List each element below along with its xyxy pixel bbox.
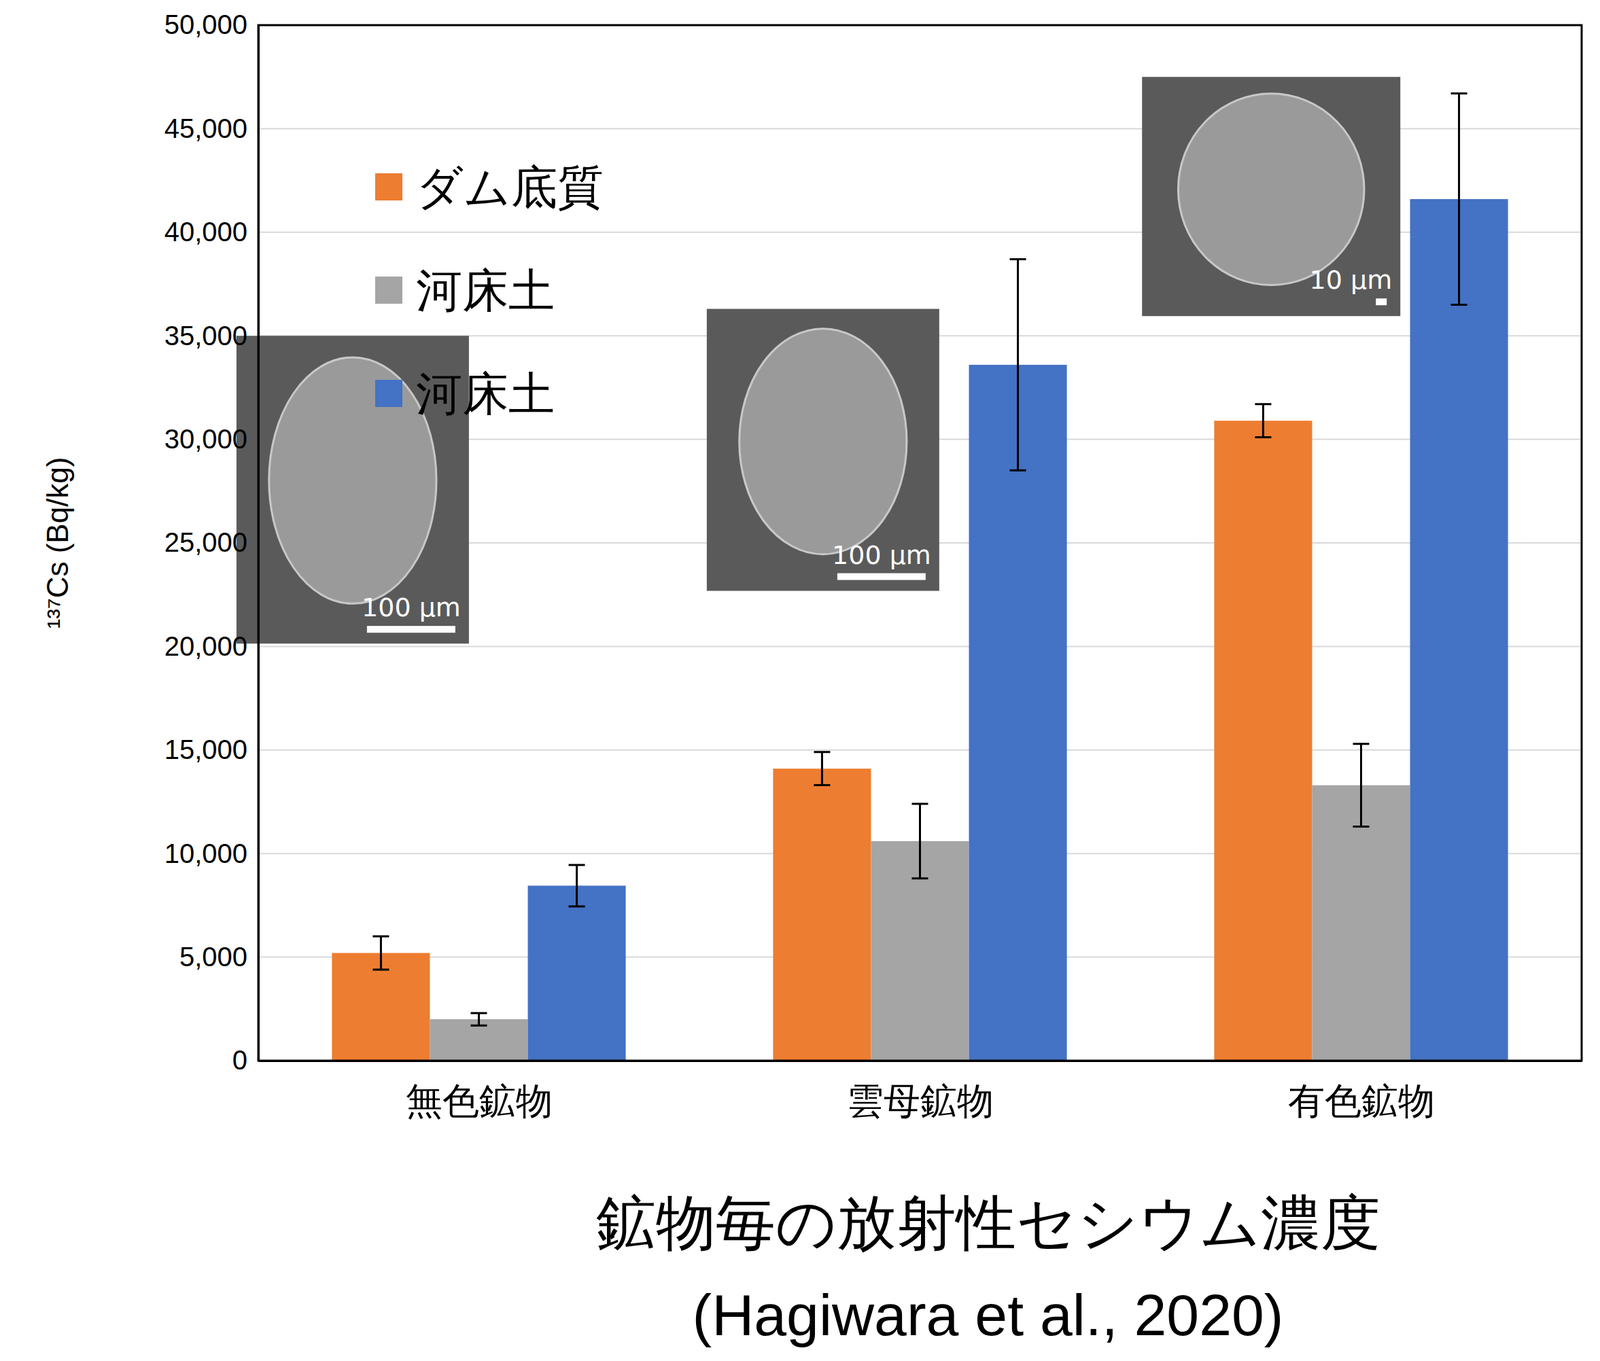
tick: 10,000 bbox=[164, 838, 259, 869]
legend-label: ダム底質 bbox=[415, 160, 604, 215]
subtitle: (Hagiwara et al., 2020) bbox=[692, 1282, 1284, 1348]
series bbox=[528, 93, 1509, 1062]
error-bar bbox=[813, 752, 830, 786]
scale-bar bbox=[837, 573, 926, 581]
tick: 雲母鉱物 bbox=[846, 1061, 994, 1122]
tick: 20,000 bbox=[164, 631, 259, 662]
tick-label: 30,000 bbox=[164, 424, 248, 455]
tick: 無色鉱物 bbox=[405, 1061, 553, 1122]
tick: 35,000 bbox=[164, 320, 259, 351]
series bbox=[331, 404, 1312, 1062]
chart: 100 μm 100 μm 10 μm 0 5,000 10,000 15,000 20,00… bbox=[0, 0, 1600, 1361]
error-line bbox=[1353, 744, 1370, 828]
title: 鉱物毎の放射性セシウム濃度 bbox=[596, 1188, 1381, 1259]
sem-grain bbox=[1177, 93, 1365, 286]
error-line bbox=[912, 804, 929, 879]
tick-label: 40,000 bbox=[164, 216, 248, 247]
tick-label: 0 bbox=[232, 1045, 248, 1076]
sem-photo bbox=[706, 309, 940, 592]
error-line bbox=[372, 936, 389, 970]
sem-grain bbox=[269, 357, 437, 604]
error-line bbox=[568, 865, 586, 907]
y-axis: 0 5,000 10,000 15,000 20,000 25,000 30,000 35,0… bbox=[164, 9, 259, 1076]
tick: 有色鉱物 bbox=[1288, 1061, 1435, 1122]
legend-swatch bbox=[375, 173, 403, 201]
tick-label: 5,000 bbox=[179, 942, 248, 972]
legend-item: 河床土 bbox=[375, 263, 555, 318]
tick: 50,000 bbox=[164, 9, 259, 40]
legend-item: ダム底質 bbox=[375, 160, 604, 215]
scale-label: 100 μm bbox=[831, 540, 932, 571]
tick: 5,000 bbox=[179, 942, 259, 972]
tick-label: 35,000 bbox=[164, 320, 248, 351]
tick: 30,000 bbox=[164, 424, 259, 455]
legend-label: 河床土 bbox=[415, 367, 555, 421]
grid-line bbox=[258, 1060, 1582, 1062]
tick: 15,000 bbox=[164, 734, 259, 765]
tick: 25,000 bbox=[164, 527, 259, 558]
series bbox=[429, 744, 1410, 1062]
error-line bbox=[1254, 404, 1272, 438]
scale-bar bbox=[367, 625, 456, 633]
error-bar bbox=[471, 1013, 488, 1026]
y-axis-title: ¹³⁷Cs (Bq/kg) bbox=[40, 456, 75, 629]
scale-label: 100 μm bbox=[361, 592, 461, 623]
error-bar bbox=[1451, 93, 1468, 306]
legend-label: 河床土 bbox=[415, 263, 555, 318]
category-label: 有色鉱物 bbox=[1288, 1080, 1435, 1122]
category-label: 無色鉱物 bbox=[405, 1080, 553, 1122]
bar bbox=[1410, 199, 1509, 1062]
tick-label: 20,000 bbox=[164, 631, 248, 662]
grid-line bbox=[258, 749, 1582, 752]
scale-bar bbox=[1375, 298, 1387, 306]
legend-swatch bbox=[375, 379, 403, 408]
error-bar bbox=[1010, 258, 1027, 471]
scale-label: 10 μm bbox=[1309, 265, 1393, 295]
plot bbox=[331, 93, 1508, 1062]
error-line bbox=[1010, 258, 1027, 471]
error-bar bbox=[568, 865, 586, 907]
axis-line bbox=[257, 25, 260, 1062]
bar bbox=[772, 768, 871, 1062]
tick-label: 45,000 bbox=[164, 113, 248, 144]
tick: 45,000 bbox=[164, 113, 259, 144]
legend-item: 河床土 bbox=[375, 367, 555, 421]
error-line bbox=[813, 752, 830, 786]
tick-label: 15,000 bbox=[164, 734, 248, 765]
tick-label: 10,000 bbox=[164, 838, 248, 869]
sem-grain bbox=[739, 328, 907, 555]
error-line bbox=[1451, 93, 1468, 306]
sem-image: 100 μm bbox=[706, 309, 940, 592]
bar bbox=[1213, 420, 1312, 1062]
error-bar bbox=[372, 936, 389, 970]
error-bar bbox=[912, 804, 929, 879]
category-label: 雲母鉱物 bbox=[846, 1080, 994, 1122]
error-line bbox=[471, 1013, 488, 1026]
error-bar bbox=[1353, 744, 1370, 828]
tick-label: 25,000 bbox=[164, 527, 248, 558]
sem-image: 10 μm bbox=[1141, 76, 1401, 317]
x-axis: 無色鉱物 雲母鉱物 有色鉱物 bbox=[258, 1061, 1583, 1122]
sem-photo bbox=[1141, 76, 1401, 317]
grid-line bbox=[258, 645, 1582, 648]
tick: 40,000 bbox=[164, 216, 259, 247]
tick-label: 50,000 bbox=[164, 9, 248, 40]
tick: 0 bbox=[232, 1045, 259, 1076]
plot-frame bbox=[258, 25, 1582, 1062]
legend: ダム底質河床土河床土 bbox=[375, 160, 604, 421]
axis-line bbox=[258, 1060, 1583, 1063]
bar bbox=[528, 885, 626, 1062]
error-bar bbox=[1254, 404, 1272, 438]
legend-swatch bbox=[375, 276, 403, 304]
